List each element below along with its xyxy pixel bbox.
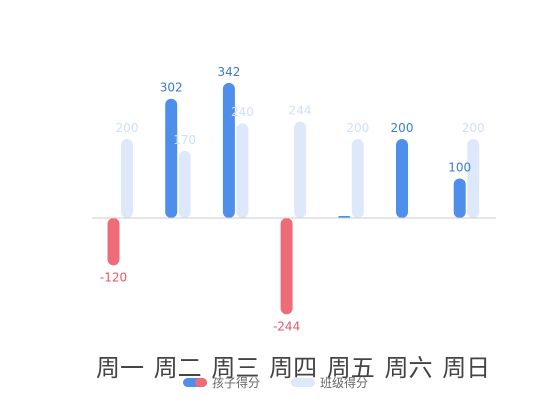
child-score-label: 302 <box>160 81 183 95</box>
child-score-bar <box>280 218 293 315</box>
class-score-bar <box>121 139 133 218</box>
child-score-label: -244 <box>273 319 300 333</box>
child-score-bar <box>165 98 178 218</box>
class-score-label: 170 <box>173 133 196 147</box>
child-score-bar <box>396 139 408 218</box>
class-score-bar <box>178 150 191 218</box>
labels-layer: 200 -120 周一 170 302 周二 240 342 周三 244 -244 周四 200 周五 2… <box>96 65 490 382</box>
child-score-label: 342 <box>217 65 240 79</box>
child-score-label: 200 <box>391 121 414 135</box>
category-label: 周六 <box>385 354 433 382</box>
class-score-label: 244 <box>289 104 312 118</box>
child-score-label: -120 <box>100 270 127 284</box>
class-score-label: 240 <box>231 105 254 119</box>
legend-label-class[interactable]: 班级得分 <box>320 375 368 390</box>
class-score-bar <box>236 123 249 218</box>
category-label: 周三 <box>211 354 259 382</box>
child-score-bar <box>453 178 466 218</box>
legend-swatch-child-negative[interactable] <box>195 378 207 387</box>
class-score-label: 200 <box>116 121 139 135</box>
category-label: 周一 <box>96 354 144 382</box>
class-score-label: 200 <box>346 121 369 135</box>
class-score-bar <box>467 139 480 218</box>
category-label: 周二 <box>154 354 202 382</box>
child-score-label: 100 <box>448 161 471 175</box>
class-score-label: 200 <box>462 121 485 135</box>
category-label: 周日 <box>442 354 490 382</box>
category-label: 周五 <box>327 354 375 382</box>
class-score-bar <box>294 121 307 218</box>
class-score-bar <box>351 139 364 218</box>
legend-swatch-class[interactable] <box>291 378 315 387</box>
category-label: 周四 <box>269 354 317 382</box>
legend-label-child[interactable]: 孩子得分 <box>212 375 260 390</box>
child-score-bar <box>107 218 120 266</box>
bars-layer <box>107 82 480 315</box>
child-score-bar <box>222 82 235 218</box>
legend[interactable]: 孩子得分 班级得分 <box>183 375 368 390</box>
